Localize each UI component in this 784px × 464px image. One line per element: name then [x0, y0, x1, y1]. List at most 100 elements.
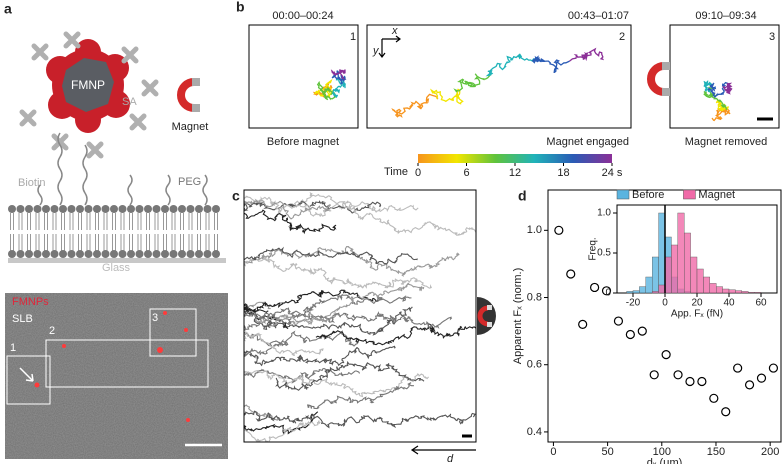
point [661, 350, 671, 360]
lipid-head [76, 205, 84, 213]
magnet-icon [647, 62, 670, 96]
y-tick-label: 0.8 [527, 291, 542, 303]
hist-bar [703, 276, 711, 294]
lipid-tail [171, 213, 176, 251]
point [756, 373, 767, 383]
particle-spot [34, 382, 40, 388]
hist-bar [677, 212, 685, 294]
magnet-body [477, 305, 489, 327]
lipid-head [135, 205, 144, 213]
lipid-head [152, 250, 161, 258]
trajectory-box [366, 24, 632, 129]
sa-label: SA [122, 96, 137, 108]
y-tick-label: 0.5 [597, 248, 611, 259]
trajectory [722, 82, 733, 95]
time-window: 00:43–01:07 [568, 10, 629, 22]
tether [57, 132, 63, 206]
lipid-head [84, 205, 93, 213]
point [721, 407, 731, 417]
trajectory [244, 369, 429, 398]
region-label: 3 [152, 312, 158, 324]
hist-bar [626, 291, 634, 294]
hist-bar [632, 290, 640, 294]
particle-spot [184, 328, 188, 332]
trajectory [244, 199, 332, 220]
point [768, 363, 779, 373]
point [637, 326, 647, 336]
trajectory [244, 195, 476, 237]
trajectory [244, 310, 341, 326]
lipid-tail [137, 213, 142, 251]
lipid-head [186, 205, 195, 213]
lipid-tail [86, 213, 91, 251]
window-caption: Magnet engaged [546, 136, 629, 148]
lipid-tail [120, 213, 125, 251]
lipid-tail [95, 213, 99, 251]
colorbar-tick-label: 18 [557, 167, 569, 179]
y-arrow [378, 39, 386, 58]
x-tick-label: 50 [601, 446, 613, 458]
lipid-head [110, 205, 118, 213]
trajectory [316, 80, 336, 101]
lipid-head [101, 205, 110, 213]
x-tick-label: 0 [662, 298, 668, 309]
region-box [149, 308, 197, 357]
lipid-tail [27, 213, 31, 251]
lipid-tail [69, 213, 74, 251]
hist-bar [664, 256, 672, 294]
point [733, 363, 743, 373]
colorbar-tick-label: 12 [509, 167, 521, 179]
lipid-head [101, 250, 110, 258]
hist-bar [741, 291, 749, 294]
trajectory [315, 323, 476, 346]
window-caption: Before magnet [267, 136, 339, 148]
x-tick-label: 150 [707, 446, 725, 458]
hist-bar [748, 292, 755, 294]
particle-spot [163, 311, 167, 315]
hist-bar [645, 276, 653, 294]
region-label: 1 [10, 342, 16, 354]
magnet-icon [477, 297, 496, 335]
legend-swatch [683, 189, 696, 200]
point [601, 286, 612, 296]
hist-bar [658, 284, 666, 294]
trajectory [244, 410, 476, 429]
lipid-tail [197, 213, 201, 251]
streptavidin [63, 31, 81, 49]
point [566, 269, 576, 279]
magnet-tip [192, 78, 200, 86]
lipid-head [152, 205, 161, 213]
trajectory [244, 331, 324, 356]
trajectory [244, 404, 282, 421]
point [554, 225, 564, 235]
trajectory [244, 367, 361, 384]
lipid-head [118, 250, 127, 258]
point [673, 370, 683, 380]
lipid-head [67, 250, 76, 258]
lipid-head [195, 250, 203, 258]
panel-letter: c [232, 188, 240, 204]
axis-letter: y [372, 45, 380, 57]
legend-label: Before [632, 189, 664, 201]
trajectory [429, 88, 464, 105]
panel-letter: b [236, 0, 245, 15]
x-axis-label: dₓ (μm) [647, 457, 683, 464]
window-number: 1 [350, 31, 356, 43]
image-label: SLB [12, 313, 33, 325]
lipid-head [195, 205, 203, 213]
lipid-tail [205, 213, 210, 251]
particle-spot [157, 347, 163, 353]
lipid-tail [154, 213, 159, 251]
x-tick-label: 200 [761, 446, 779, 458]
point [649, 370, 659, 380]
particle-spot [186, 418, 190, 422]
hist-bar [735, 290, 743, 294]
hist-bar [754, 292, 762, 294]
trajectory [453, 73, 492, 93]
point [709, 393, 719, 403]
trajectory [275, 360, 425, 391]
x-arrow [382, 35, 401, 43]
panel-letter: d [518, 188, 527, 204]
hist-bar [671, 244, 679, 294]
y-tick-label: 1.0 [597, 208, 611, 219]
